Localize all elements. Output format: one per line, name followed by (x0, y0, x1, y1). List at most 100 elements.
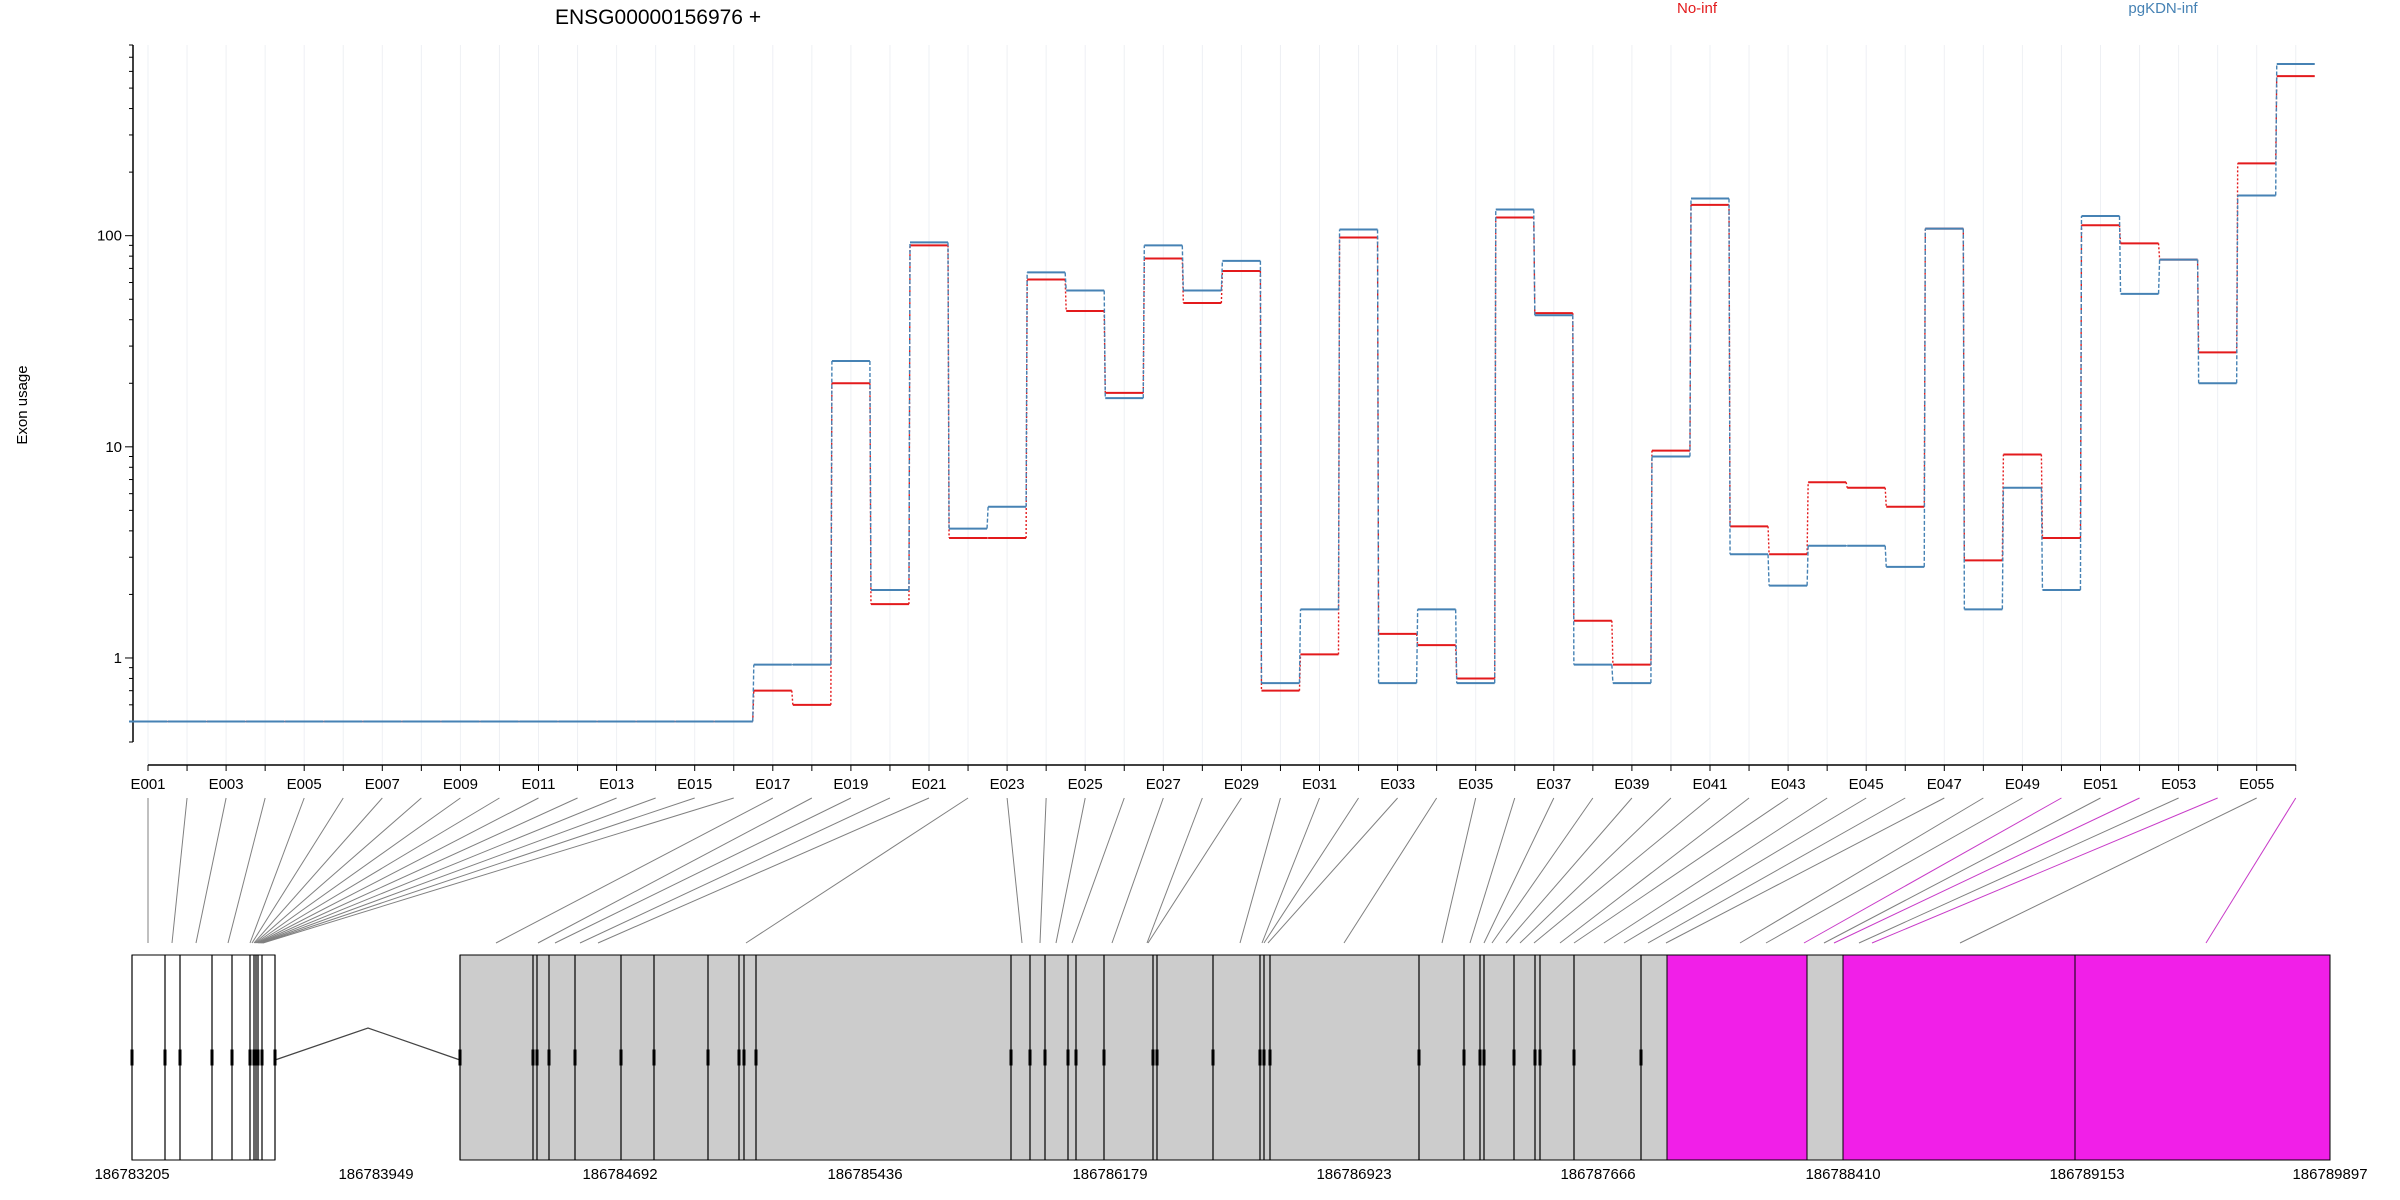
series-lines (129, 63, 2315, 723)
exon-connector (1267, 797, 1398, 944)
segment-connector (1181, 258, 1185, 304)
exon-connector (1055, 797, 1086, 944)
segment-connector (1376, 229, 1380, 684)
segment-connector (1611, 620, 1614, 665)
x-tick-label: E041 (1692, 776, 1727, 793)
segment-connector (2001, 487, 2005, 610)
exon-block-highlighted (1666, 954, 1808, 1161)
exon-connector (260, 797, 656, 944)
legend-pgkdn-inf-label: pgKDN-inf (2128, 0, 2198, 17)
segment-connector (1962, 228, 1966, 610)
segment-connector (1454, 609, 1458, 684)
x-tick-label: E007 (365, 776, 400, 793)
x-tick-label: E019 (833, 776, 868, 793)
exon-connector (1261, 797, 1320, 944)
exon-connector (554, 797, 852, 944)
exon-block-highlighted (1842, 954, 2076, 1161)
exon-connector (1343, 797, 1438, 944)
x-tick-label: E001 (130, 776, 165, 793)
segment-connector (2157, 259, 2161, 294)
x-tick-label: E037 (1536, 776, 1571, 793)
segment-connector (1181, 245, 1185, 291)
segment-connector (947, 245, 950, 539)
exon-connector (1519, 797, 1672, 944)
exon-connector (1871, 797, 2218, 944)
x-tick-label: E053 (2161, 776, 2196, 793)
exon-connector (262, 797, 734, 944)
legend-no-inf-label: No-inf (1677, 0, 1718, 17)
exon-connector (1146, 797, 1203, 944)
exon-connector (1533, 797, 1711, 944)
exon-connectors (147, 797, 2297, 944)
segment-connector (986, 506, 989, 529)
exon-connector (1483, 797, 1555, 944)
y-tick-label: 10 (105, 439, 122, 456)
x-tick-label: E051 (2083, 776, 2118, 793)
exon-connector (1803, 797, 2062, 944)
segment-connector (1298, 609, 1302, 684)
exon-connector (251, 797, 344, 944)
segment-connector (1337, 229, 1341, 610)
segment-connector (2274, 64, 2278, 196)
gene-model (130, 954, 2331, 1161)
exon-block-highlighted (2074, 954, 2331, 1161)
x-tick-label: E033 (1380, 776, 1415, 793)
segment-connector (1064, 279, 1067, 311)
x-tick-label: E055 (2239, 776, 2274, 793)
segment-connector (1884, 487, 1887, 507)
exon-connector (537, 797, 813, 944)
segment-connector (830, 360, 833, 665)
exon-connector (1039, 797, 1047, 944)
series-pgkdn-inf (129, 63, 2315, 723)
segment-connector (1572, 315, 1575, 665)
exon-connector (1491, 797, 1594, 944)
exon-connector (254, 797, 422, 944)
exon-connector (1441, 797, 1477, 944)
x-tick-label: E005 (287, 776, 322, 793)
exon-connector (1006, 797, 1023, 944)
exon-connector (258, 797, 578, 944)
exon-connector (1623, 797, 1867, 944)
exon-connector (253, 797, 383, 944)
segment-connector (1454, 645, 1458, 679)
exon-connector (195, 797, 227, 944)
x-tick-label: E023 (990, 776, 1025, 793)
genomic-coordinate-label: 186783205 (94, 1166, 169, 1183)
exon-connector (1469, 797, 1516, 944)
segment-connector (791, 690, 794, 705)
series-no-inf (129, 75, 2315, 723)
segment-connector (2157, 243, 2161, 260)
exon-connector (1559, 797, 1750, 944)
exon-connector (745, 797, 969, 944)
y-tick-label: 1 (114, 650, 122, 667)
x-tick-label: E043 (1771, 776, 1806, 793)
exon-connector (495, 797, 774, 944)
segment-connector (1220, 271, 1224, 304)
exon-connector (171, 797, 188, 944)
segment-connector (1064, 272, 1067, 291)
segment-connector (2196, 259, 2200, 384)
exon-block-grey (1806, 954, 1844, 1161)
segment-connector (2235, 163, 2239, 353)
segment-connector (1806, 482, 1809, 555)
x-tick-label: E021 (911, 776, 946, 793)
exon-connector (1647, 797, 1906, 944)
segment-connector (1298, 654, 1302, 691)
segment-connector (1923, 228, 1927, 567)
exon-connector (1858, 797, 2179, 944)
exon-connector (227, 797, 266, 944)
segment-connector (1884, 545, 1887, 567)
exon-connector (1071, 797, 1125, 944)
exon-connector (1603, 797, 1828, 944)
exon-connector (249, 797, 305, 944)
genomic-coordinates: 186783205 186783949 186784692 186785436 1867… (94, 1166, 2367, 1183)
exon-block-grey (459, 954, 1668, 1161)
exon-connector (1823, 797, 2101, 944)
segment-connector (2196, 259, 2200, 353)
segment-connector (1728, 198, 1731, 555)
exon-connector (259, 797, 617, 944)
exon-connector (261, 797, 695, 944)
segment-connector (1142, 245, 1146, 399)
genomic-coordinate-label: 186786179 (1072, 1166, 1147, 1183)
x-tick-label: E009 (443, 776, 478, 793)
